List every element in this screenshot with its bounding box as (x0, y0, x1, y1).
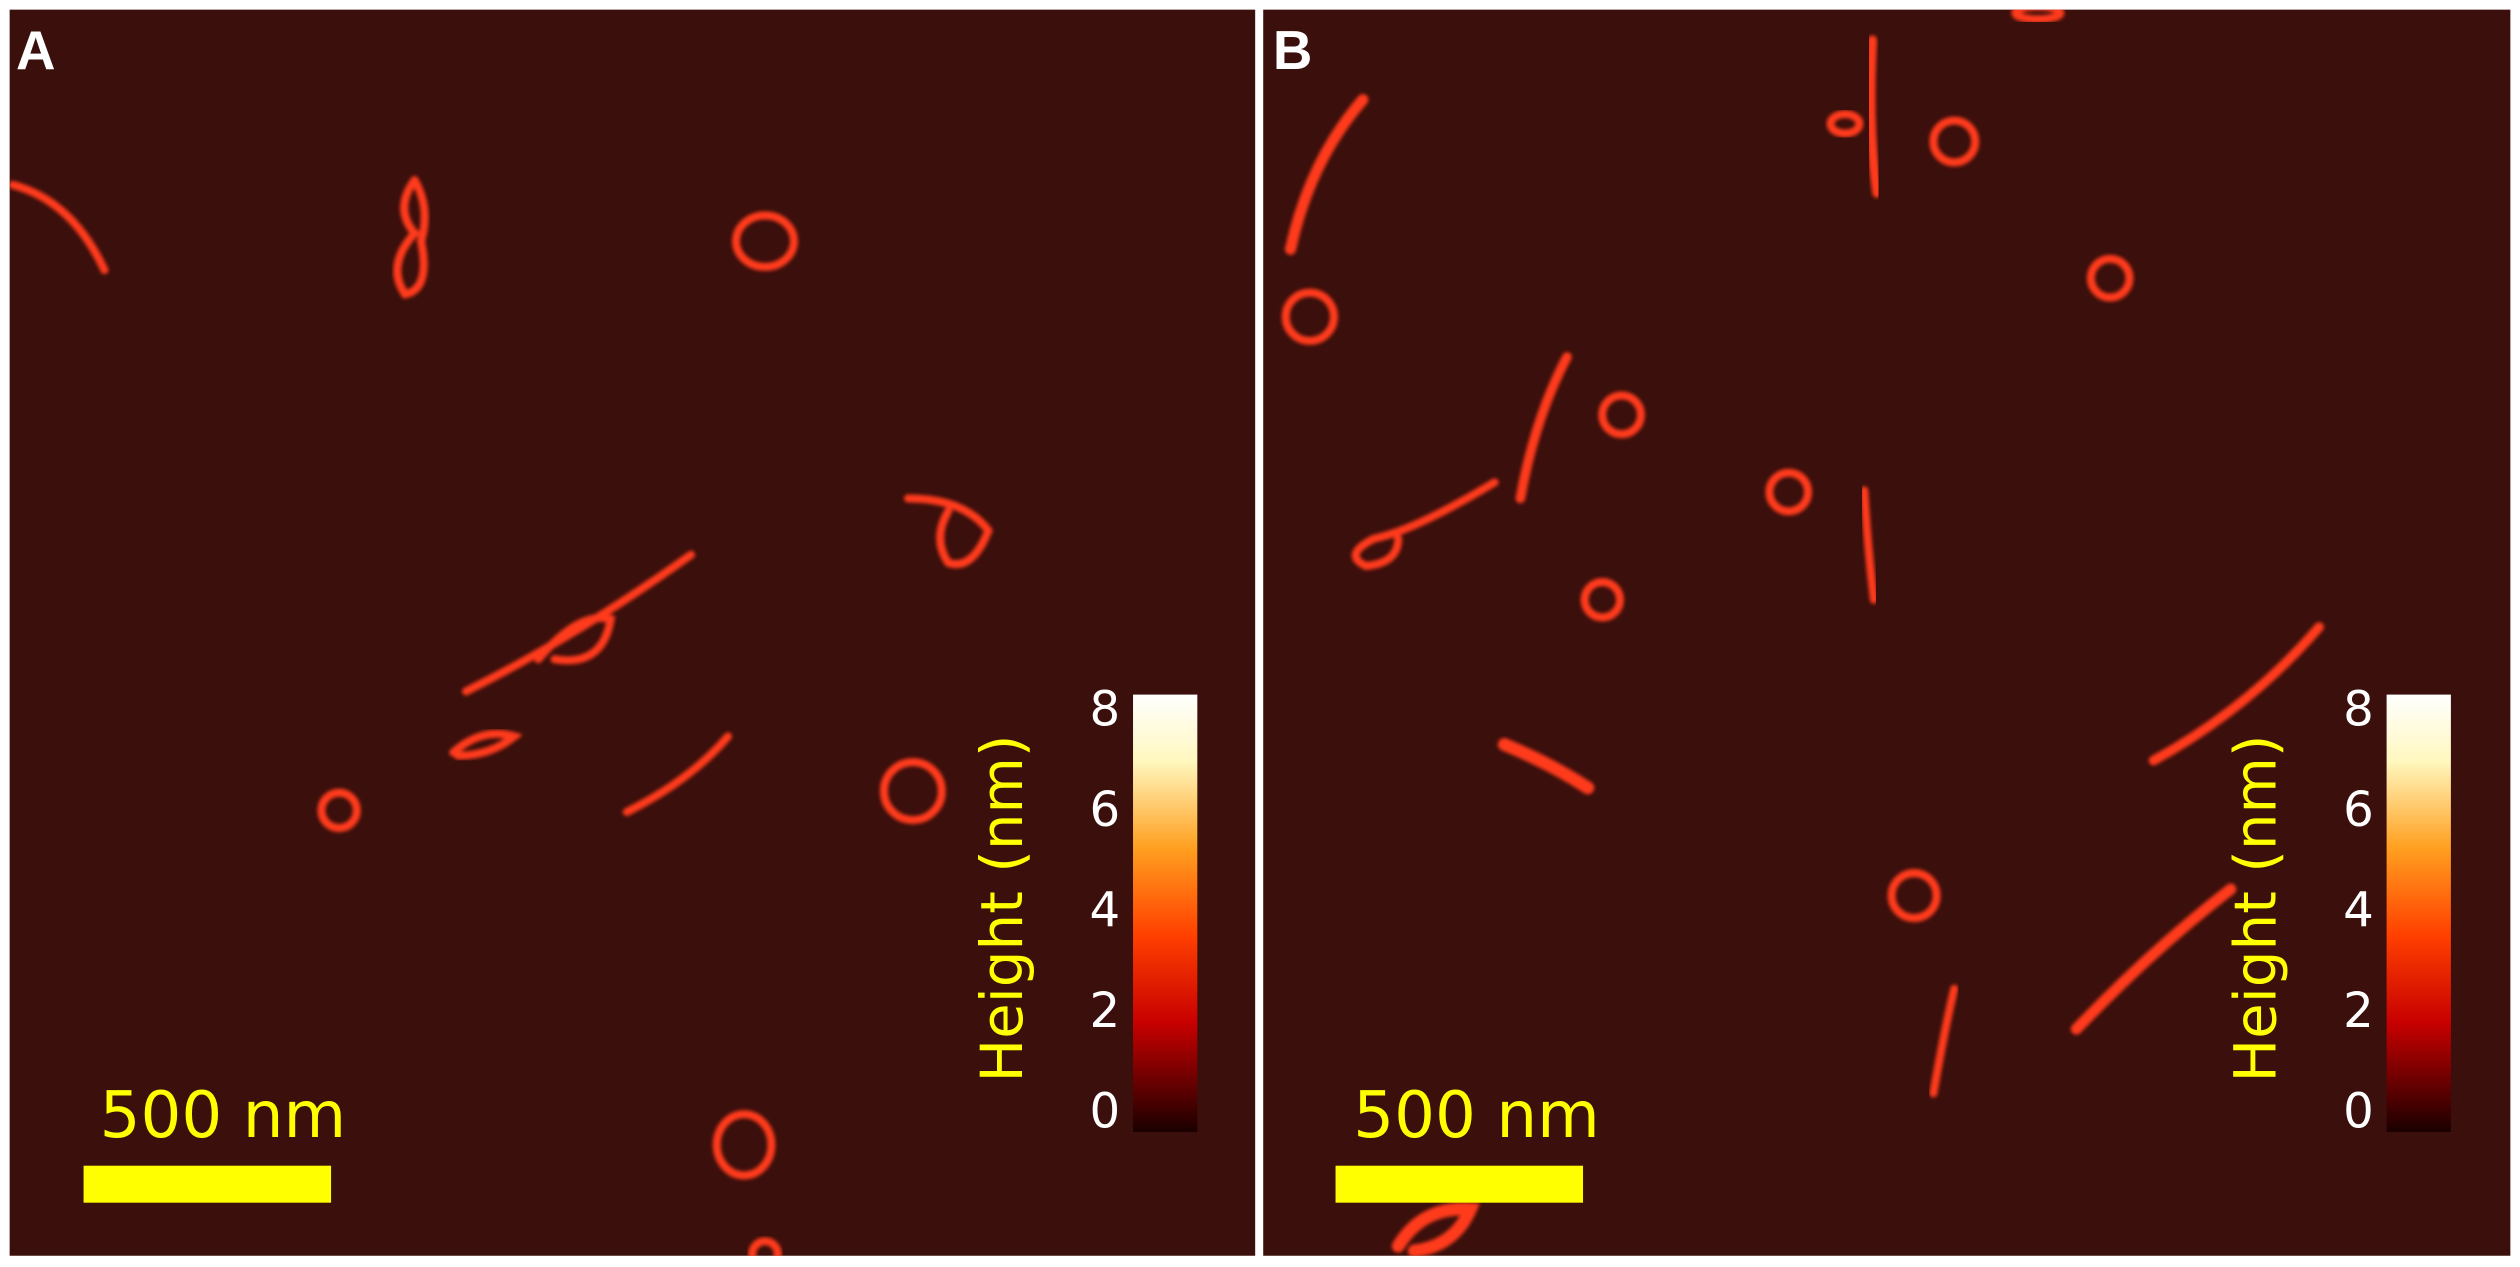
panel: A 500 nm Height (nm) 0 2 4 6 8 (9, 9, 1256, 1256)
colorbar-tick-label: 0 (2343, 1083, 2374, 1139)
colorbar-tick-label: 8 (2343, 681, 2374, 737)
scale-bar-label: 500 nm (1353, 1078, 1599, 1153)
colorbar-tick-label: 4 (2343, 882, 2374, 938)
molecules (9, 176, 993, 1256)
scale-bar (83, 1165, 332, 1203)
colorbar-label: Height (nm) (2222, 734, 2290, 1082)
panel: B 500 nm Height (nm) 0 2 4 6 8 (1263, 9, 2511, 1256)
colorbar-tick-label: 8 (1089, 681, 1120, 737)
colorbar-tick-label: 4 (1089, 882, 1120, 938)
colorbar-tick-label: 6 (2343, 782, 2374, 838)
panel-label: A (16, 20, 55, 81)
colorbar-tick-label: 2 (1089, 983, 1120, 1039)
colorbar-tick-label: 0 (1089, 1083, 1120, 1139)
scale-bar-label: 500 nm (100, 1078, 346, 1153)
molecules (1281, 9, 2324, 1256)
colorbar-tick-label: 2 (2343, 983, 2374, 1039)
colorbar (1133, 694, 1198, 1132)
colorbar-tick-label: 6 (1089, 782, 1120, 838)
colorbar-label: Height (nm) (968, 734, 1036, 1082)
afm-image (1263, 9, 2511, 1256)
colorbar (2386, 694, 2451, 1132)
panel-label: B (1273, 20, 1312, 81)
afm-image (9, 9, 1256, 1256)
scale-bar (1335, 1165, 1584, 1203)
